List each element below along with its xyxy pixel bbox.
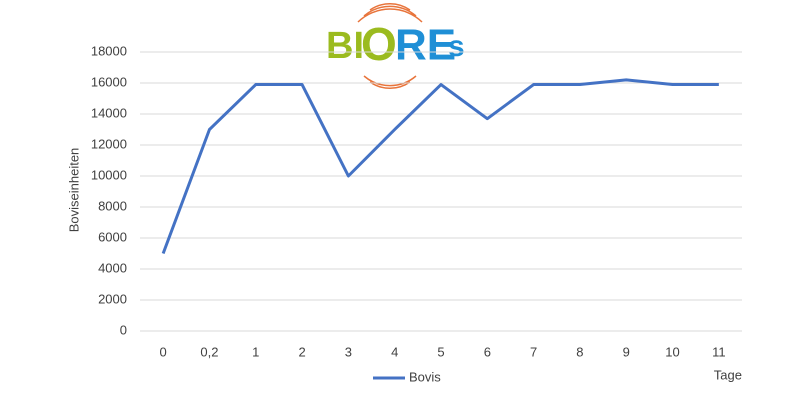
logo-part: O bbox=[361, 18, 397, 70]
x-tick-label: 2 bbox=[298, 344, 305, 359]
x-tick-label: 3 bbox=[345, 344, 352, 359]
y-tick-label: 0 bbox=[120, 322, 127, 337]
logo-waves bbox=[357, 3, 423, 89]
x-tick-label: 5 bbox=[437, 344, 444, 359]
y-tick-label: 2000 bbox=[98, 291, 127, 306]
logo-part: s bbox=[448, 30, 465, 63]
y-tick-label: 16000 bbox=[91, 74, 127, 89]
logo-part: RE bbox=[395, 21, 456, 70]
legend-label: Bovis bbox=[409, 369, 441, 384]
x-tick-label: 10 bbox=[665, 344, 679, 359]
x-tick-label: 4 bbox=[391, 344, 398, 359]
x-tick-label: 9 bbox=[623, 344, 630, 359]
x-tick-label: 8 bbox=[576, 344, 583, 359]
data-line bbox=[161, 78, 719, 255]
logo: BI O RE s bbox=[326, 3, 465, 89]
y-tick-label: 8000 bbox=[98, 198, 127, 213]
x-tick-label: 0,2 bbox=[200, 344, 218, 359]
y-tick-label: 4000 bbox=[98, 260, 127, 275]
x-tick-label: 7 bbox=[530, 344, 537, 359]
y-tick-label: 10000 bbox=[91, 167, 127, 182]
y-axis-label: Boviseinheiten bbox=[66, 148, 81, 233]
y-tick-label: 18000 bbox=[91, 43, 127, 58]
y-tick-label: 12000 bbox=[91, 136, 127, 151]
y-tick-label: 14000 bbox=[91, 105, 127, 120]
x-axis-label: Tage bbox=[714, 367, 742, 382]
x-tick-label: 1 bbox=[252, 344, 259, 359]
logo-part: BI bbox=[326, 25, 364, 67]
x-tick-label: 0 bbox=[160, 344, 167, 359]
x-tick-label: 6 bbox=[484, 344, 491, 359]
y-tick-label: 6000 bbox=[98, 229, 127, 244]
x-tick-label: 11 bbox=[712, 344, 726, 359]
